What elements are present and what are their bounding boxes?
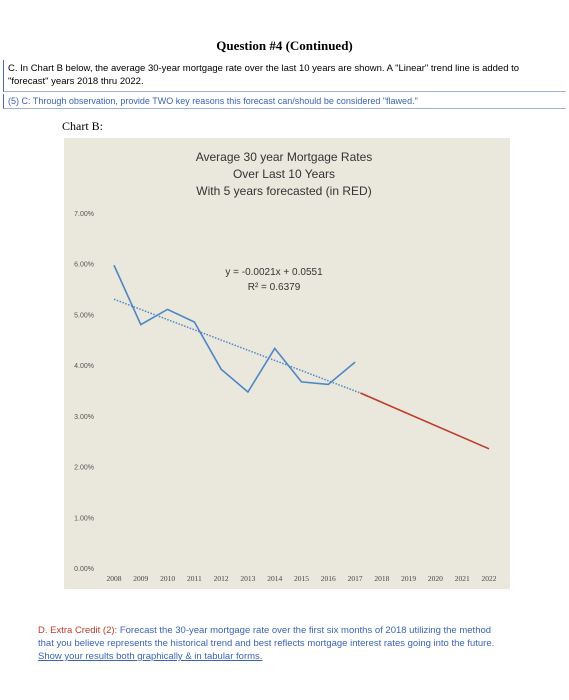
part-d-body: Forecast the 30-year mortgage rate over …: [38, 625, 495, 649]
y-tick-label: 1.00%: [74, 515, 94, 522]
x-tick-label: 2019: [401, 574, 416, 583]
part-d-text: D. Extra Credit (2): Forecast the 30-yea…: [38, 624, 508, 663]
part-d-label: D. Extra Credit (2):: [38, 625, 118, 636]
y-tick-label: 0.00%: [74, 566, 94, 573]
x-tick-label: 2021: [455, 574, 470, 583]
x-tick-label: 2018: [374, 574, 389, 583]
x-tick-label: 2010: [160, 574, 175, 583]
part-c-question: (5) C: Through observation, provide TWO …: [3, 94, 566, 109]
x-tick-label: 2016: [321, 574, 336, 583]
x-tick-label: 2017: [348, 574, 363, 583]
y-tick-label: 6.00%: [74, 262, 94, 269]
x-tick-label: 2013: [240, 574, 255, 583]
x-tick-label: 2015: [294, 574, 309, 583]
chart-title-line: With 5 years forecasted (in RED): [196, 184, 371, 198]
x-tick-label: 2009: [133, 574, 148, 583]
part-d-instruction: Show your results both graphically & in …: [38, 651, 263, 662]
part-c-text: C. In Chart B below, the average 30-year…: [3, 60, 566, 92]
historical-rates-line: [113, 264, 356, 394]
forecast-line: [360, 392, 490, 450]
x-tick-label: 2020: [428, 574, 443, 583]
chart-b: Average 30 year Mortgage Rates Over Last …: [64, 138, 510, 589]
y-tick-label: 2.00%: [74, 465, 94, 472]
chart-label: Chart B:: [62, 119, 103, 133]
chart-title-line: Over Last 10 Years: [233, 167, 335, 181]
trendline-r-squared: R² = 0.6379: [248, 282, 301, 293]
y-tick-label: 3.00%: [74, 414, 94, 421]
x-tick-label: 2011: [187, 574, 202, 583]
x-tick-label: 2008: [107, 574, 122, 583]
trendline-equation: y = -0.0021x + 0.0551: [225, 267, 323, 278]
x-tick-label: 2014: [267, 574, 282, 583]
chart-title-line: Average 30 year Mortgage Rates: [196, 150, 373, 164]
y-tick-label: 4.00%: [74, 363, 94, 370]
trendline: [113, 298, 361, 394]
y-tick-label: 7.00%: [74, 211, 94, 218]
x-tick-label: 2022: [482, 574, 497, 583]
x-tick-label: 2012: [214, 574, 229, 583]
chart-svg: Average 30 year Mortgage Rates Over Last …: [74, 150, 497, 583]
y-tick-label: 5.00%: [74, 312, 94, 319]
question-title: Question #4 (Continued): [216, 38, 353, 53]
